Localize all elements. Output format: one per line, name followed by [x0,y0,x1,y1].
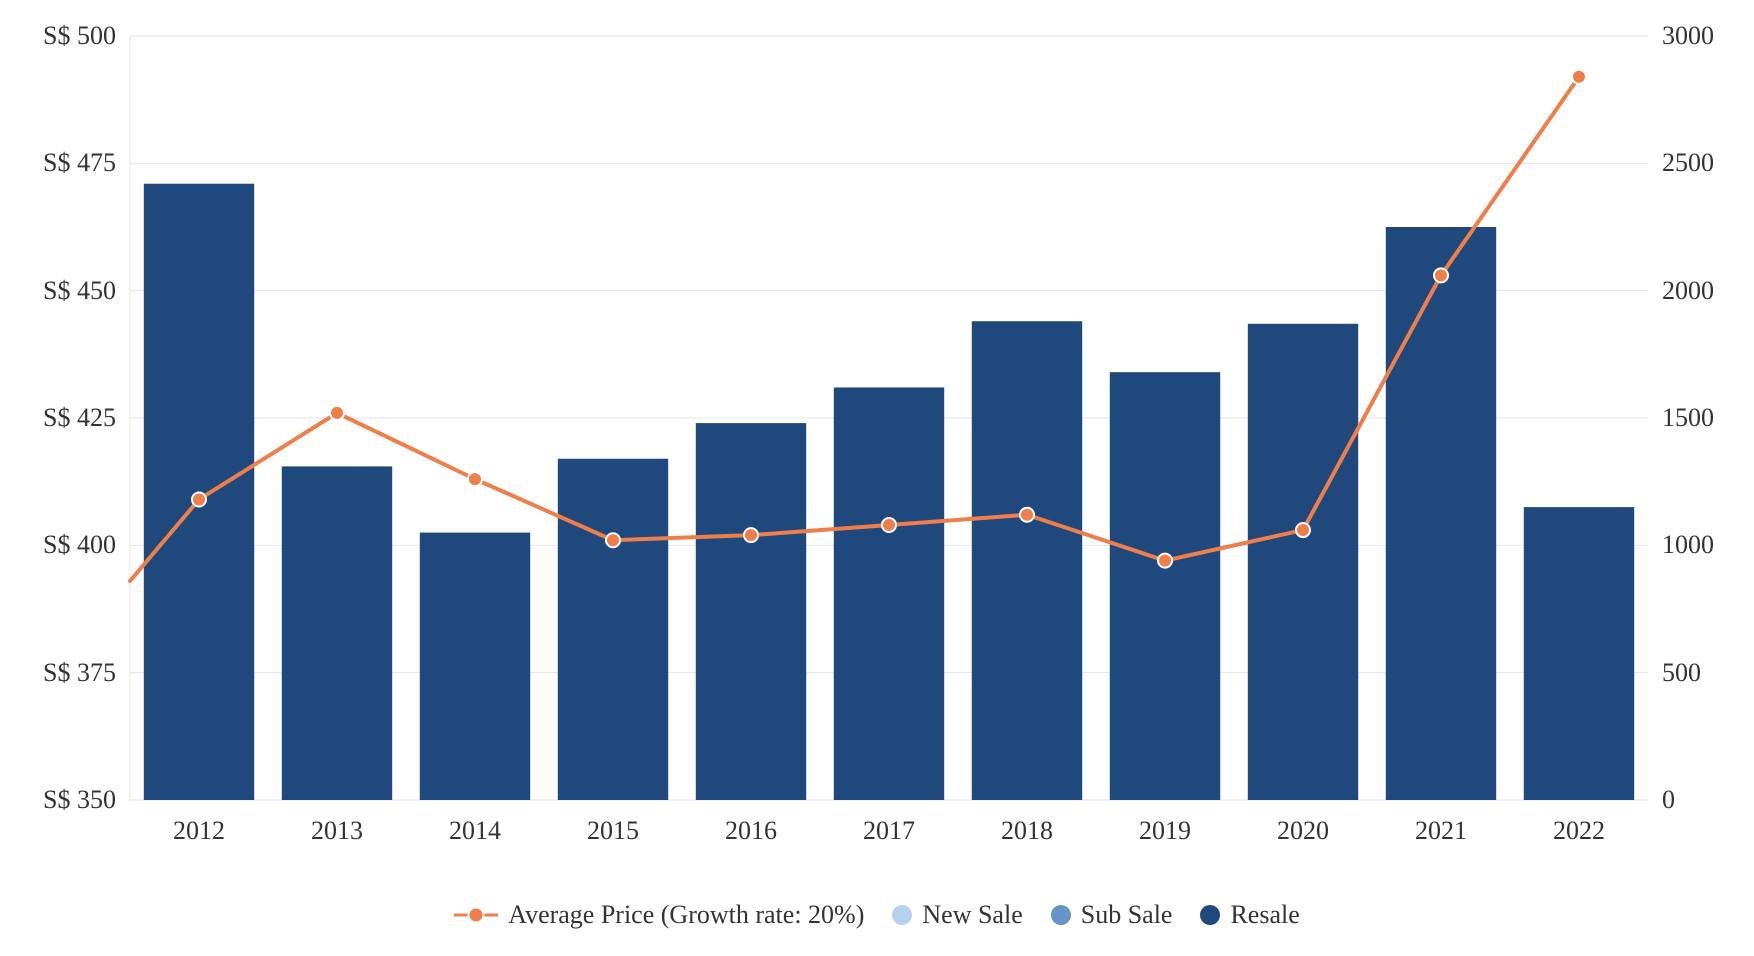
bar-2019 [1110,372,1220,800]
x-2020: 2020 [1263,816,1343,846]
y-left-350: S$ 350 [43,785,116,815]
avg-price-marker-2021 [1434,268,1448,282]
y-right-0: 0 [1662,785,1675,815]
price-chart: S$ 350 S$ 375 S$ 400 S$ 425 S$ 450 S$ 475 S$ 5… [0,0,1754,956]
legend-dot-icon [1200,905,1220,925]
y-right-1000: 1000 [1662,530,1714,560]
legend-item-0: Average Price (Growth rate: 20%) [454,900,864,930]
x-2021: 2021 [1401,816,1481,846]
x-2022: 2022 [1539,816,1619,846]
legend-label: New Sale [922,900,1022,930]
avg-price-marker-2015 [606,533,620,547]
avg-price-marker-2017 [882,518,896,532]
x-2019: 2019 [1125,816,1205,846]
avg-price-marker-2020 [1296,523,1310,537]
legend-dot-icon [892,905,912,925]
bar-2013 [282,466,392,800]
avg-price-marker-2012 [192,492,206,506]
y-left-375: S$ 375 [43,658,116,688]
x-2018: 2018 [987,816,1067,846]
y-right-1500: 1500 [1662,403,1714,433]
chart-canvas [0,0,1754,956]
bar-2017 [834,387,944,800]
y-left-475: S$ 475 [43,148,116,178]
bar-2020 [1248,324,1358,800]
legend-item-2: Sub Sale [1051,900,1173,930]
avg-price-marker-2014 [468,472,482,486]
y-left-500: S$ 500 [43,21,116,51]
y-right-2000: 2000 [1662,276,1714,306]
y-left-425: S$ 425 [43,403,116,433]
x-2014: 2014 [435,816,515,846]
y-right-2500: 2500 [1662,148,1714,178]
y-left-400: S$ 400 [43,530,116,560]
x-2017: 2017 [849,816,929,846]
x-2016: 2016 [711,816,791,846]
avg-price-marker-2022 [1572,70,1586,84]
bar-2016 [696,423,806,800]
avg-price-marker-2018 [1020,508,1034,522]
x-2013: 2013 [297,816,377,846]
chart-legend: Average Price (Growth rate: 20%) New Sale… [0,900,1754,930]
x-2015: 2015 [573,816,653,846]
y-right-3000: 3000 [1662,21,1714,51]
avg-price-marker-2019 [1158,554,1172,568]
legend-label: Resale [1230,900,1299,930]
avg-price-marker-2013 [330,406,344,420]
legend-item-3: Resale [1200,900,1299,930]
x-2012: 2012 [159,816,239,846]
bar-2021 [1386,227,1496,800]
avg-price-marker-2016 [744,528,758,542]
bar-2014 [420,533,530,800]
legend-dot-icon [1051,905,1071,925]
legend-line-icon [454,905,498,925]
bar-2015 [558,459,668,800]
y-left-450: S$ 450 [43,276,116,306]
y-right-500: 500 [1662,658,1701,688]
legend-label: Average Price (Growth rate: 20%) [508,900,864,930]
legend-item-1: New Sale [892,900,1022,930]
bar-2018 [972,321,1082,800]
legend-label: Sub Sale [1081,900,1173,930]
bar-2022 [1524,507,1634,800]
